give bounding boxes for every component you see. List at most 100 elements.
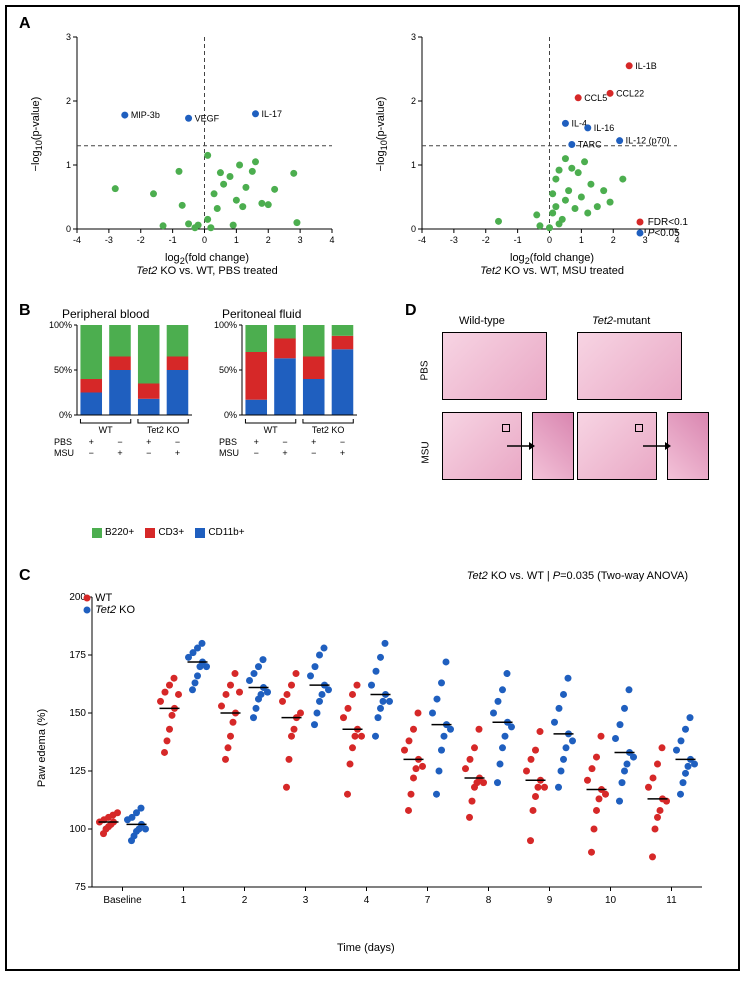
svg-text:2: 2 <box>266 235 271 245</box>
svg-text:10: 10 <box>605 895 617 906</box>
svg-text:+: + <box>282 448 287 458</box>
svg-text:-2: -2 <box>137 235 145 245</box>
arrow-icon <box>643 437 671 455</box>
a-right-ylabel: −log10(p-value) <box>375 74 389 194</box>
svg-text:11: 11 <box>666 895 677 906</box>
b-title-left: Peripheral blood <box>62 307 149 321</box>
svg-text:+: + <box>175 448 180 458</box>
svg-text:50%: 50% <box>54 365 72 375</box>
svg-text:150: 150 <box>69 708 86 719</box>
svg-text:IL-1B: IL-1B <box>635 61 657 71</box>
svg-text:IL-17: IL-17 <box>262 109 283 119</box>
svg-text:-3: -3 <box>105 235 113 245</box>
svg-text:2: 2 <box>66 96 71 106</box>
paw-edema-chart: 75100125150175200Baseline12347891011 <box>62 587 712 917</box>
svg-text:175: 175 <box>69 650 86 661</box>
svg-text:−: − <box>175 437 180 447</box>
c-xlabel: Time (days) <box>337 942 395 954</box>
svg-text:75: 75 <box>75 882 87 893</box>
svg-text:100%: 100% <box>49 320 72 330</box>
d-row-pbs: PBS <box>420 360 431 380</box>
svg-text:+: + <box>117 448 122 458</box>
a-right-xsubtitle: Tet2 KO vs. WT, MSU treated <box>452 265 652 277</box>
svg-text:−: − <box>254 448 259 458</box>
stacked-bars-right: 0%50%100%WTTet2 KOPBS+−+−MSU−+−+ <box>217 325 362 470</box>
svg-text:0: 0 <box>202 235 207 245</box>
inset-marker-icon <box>502 424 510 432</box>
svg-text:Baseline: Baseline <box>103 895 142 906</box>
svg-text:MSU: MSU <box>54 448 74 458</box>
volcano-legend: FDR<0.1 P<0.05 <box>635 217 688 239</box>
c-legend: WT Tet2 KO <box>82 592 135 616</box>
svg-text:4: 4 <box>329 235 334 245</box>
svg-text:IL-12 (p70): IL-12 (p70) <box>626 136 670 146</box>
svg-text:1: 1 <box>66 160 71 170</box>
b-legend: B220+ CD3+ CD11b+ <box>92 527 245 541</box>
svg-text:3: 3 <box>411 32 416 42</box>
a-left-xsubtitle: Tet2 KO vs. WT, PBS treated <box>107 265 307 277</box>
svg-text:PBS: PBS <box>54 437 72 447</box>
svg-text:WT: WT <box>99 425 113 435</box>
svg-text:CCL22: CCL22 <box>616 88 644 98</box>
svg-text:100: 100 <box>69 824 86 835</box>
a-left-ylabel: −log10(p-value) <box>30 74 44 194</box>
panel-a-label: A <box>19 15 31 33</box>
svg-text:−: − <box>282 437 287 447</box>
svg-text:Tet2 KO: Tet2 KO <box>312 425 345 435</box>
svg-text:100%: 100% <box>214 320 237 330</box>
d-col-left: Wild-type <box>459 315 505 327</box>
svg-text:+: + <box>340 448 345 458</box>
stacked-bars-left: 0%50%100%WTTet2 KOPBS+−+−MSU−+−+ <box>52 325 197 470</box>
svg-text:0%: 0% <box>224 410 237 420</box>
volcano-right: -4-3-2-1012340123IL-4IL-16TARCIL-12 (p70… <box>407 32 682 247</box>
svg-text:125: 125 <box>69 766 86 777</box>
svg-text:2: 2 <box>611 235 616 245</box>
volcano-left: -4-3-2-1012340123MIP-3bVEGFIL-17 <box>62 32 337 247</box>
inset-marker-icon <box>635 424 643 432</box>
svg-text:9: 9 <box>547 895 553 906</box>
histology-mut-pbs <box>577 332 682 400</box>
svg-text:1: 1 <box>181 895 187 906</box>
svg-text:Tet2 KO: Tet2 KO <box>147 425 180 435</box>
svg-text:-2: -2 <box>482 235 490 245</box>
svg-text:4: 4 <box>364 895 370 906</box>
svg-text:3: 3 <box>303 895 309 906</box>
svg-text:0%: 0% <box>59 410 72 420</box>
c-ylabel: Paw edema (%) <box>36 688 48 808</box>
svg-text:−: − <box>340 437 345 447</box>
svg-text:3: 3 <box>66 32 71 42</box>
svg-text:-3: -3 <box>450 235 458 245</box>
panel-c-label: C <box>19 567 31 585</box>
svg-text:+: + <box>89 437 94 447</box>
svg-text:VEGF: VEGF <box>195 113 220 123</box>
svg-text:0: 0 <box>547 235 552 245</box>
svg-text:3: 3 <box>298 235 303 245</box>
svg-text:−: − <box>311 448 316 458</box>
svg-text:-1: -1 <box>169 235 177 245</box>
svg-text:1: 1 <box>411 160 416 170</box>
histology-mut-msu-inset <box>667 412 709 480</box>
svg-text:-4: -4 <box>418 235 426 245</box>
svg-text:+: + <box>254 437 259 447</box>
svg-text:-1: -1 <box>514 235 522 245</box>
svg-text:0: 0 <box>66 224 71 234</box>
histology-wt-pbs <box>442 332 547 400</box>
c-stats: Tet2 KO vs. WT | P=0.035 (Two-way ANOVA) <box>467 570 688 582</box>
histology-wt-msu-inset <box>532 412 574 480</box>
svg-text:7: 7 <box>425 895 431 906</box>
svg-text:MSU: MSU <box>219 448 239 458</box>
arrow-icon <box>507 437 535 455</box>
d-row-msu: MSU <box>421 441 432 463</box>
svg-text:WT: WT <box>264 425 278 435</box>
d-col-right: Tet2-mutant <box>592 315 650 327</box>
svg-text:−: − <box>146 448 151 458</box>
panel-d-label: D <box>405 302 417 320</box>
svg-text:2: 2 <box>242 895 248 906</box>
svg-text:−: − <box>117 437 122 447</box>
svg-text:1: 1 <box>234 235 239 245</box>
svg-text:50%: 50% <box>219 365 237 375</box>
svg-text:TARC: TARC <box>578 140 602 150</box>
svg-text:CCL5: CCL5 <box>584 93 607 103</box>
svg-text:2: 2 <box>411 96 416 106</box>
svg-text:PBS: PBS <box>219 437 237 447</box>
